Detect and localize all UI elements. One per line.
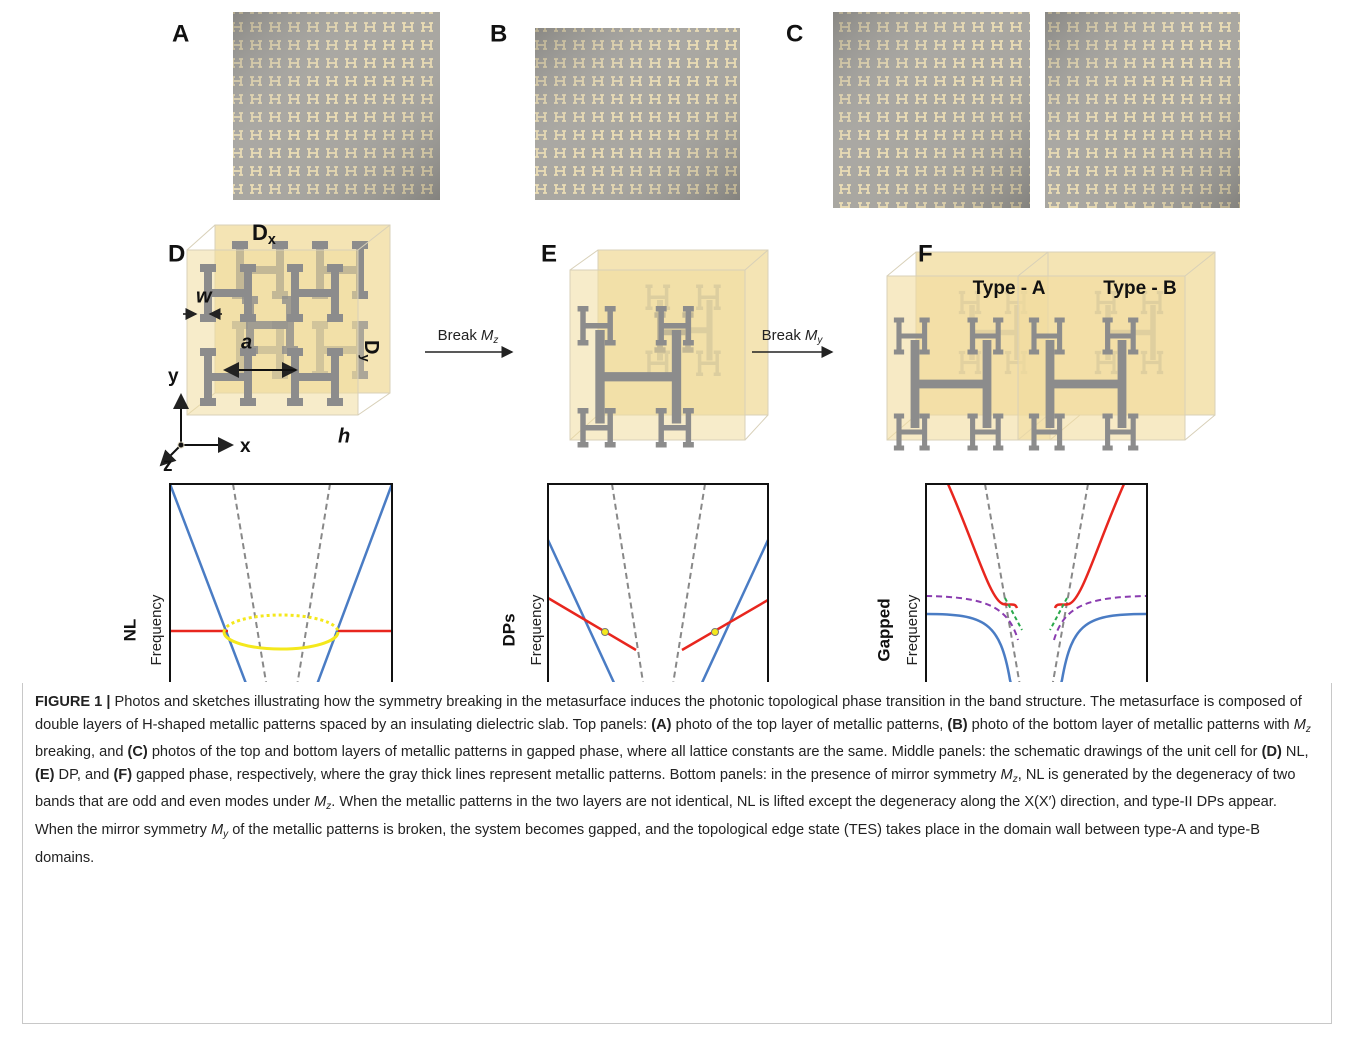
caption-text: photo of the bottom layer of metallic pa… (968, 717, 1294, 733)
plot-f (926, 484, 1147, 682)
arrow-symbol: M (805, 327, 818, 344)
caption-text: gapped phase, respectively, where the gr… (132, 767, 1000, 783)
unit-cell-d (161, 225, 390, 465)
panel-label: C (786, 20, 803, 47)
y-axis-label: Frequency (904, 594, 921, 665)
caption-text: M (211, 822, 223, 838)
caption-text: FIGURE 1 | (35, 694, 110, 710)
caption-text: z (1306, 724, 1311, 735)
panel-label: E (541, 240, 557, 267)
y-axis-label: Frequency (148, 594, 165, 665)
cube-front (1018, 276, 1185, 440)
plot-label: NL (120, 619, 139, 642)
plot-label: Gapped (874, 598, 893, 661)
caption-text: photos of the top and bottom layers of m… (148, 744, 1262, 760)
arrow-sub: z (492, 335, 498, 346)
caption-text: (C) (128, 744, 148, 760)
panel-label: A (172, 20, 189, 47)
arrow-symbol: M (481, 327, 494, 344)
a-label: a (241, 331, 252, 353)
caption-text: breaking, and (35, 744, 128, 760)
axis-label: x (240, 436, 251, 457)
arrow-text: Break (438, 327, 478, 344)
caption-text: M (1001, 767, 1013, 783)
y-axis-label: Frequency (528, 594, 545, 665)
w-label: w (196, 285, 213, 307)
panel-label: D (168, 240, 185, 267)
type-label: Type - B (1103, 278, 1177, 299)
plot-d (170, 484, 392, 682)
caption-text: M (1294, 717, 1306, 733)
photo-shade (535, 28, 740, 200)
label-sub: y (358, 354, 373, 362)
panel-label: F (918, 240, 933, 267)
caption-text: (B) (947, 717, 967, 733)
arrow-sub: y (816, 335, 823, 346)
caption: FIGURE 1 | Photos and sketches illustrat… (22, 683, 1332, 1024)
plot-e (548, 484, 768, 682)
label-main: D (360, 340, 382, 354)
h-label: h (338, 425, 350, 447)
type-label: Type - A (973, 278, 1046, 299)
arrow-text: Break (762, 327, 802, 344)
axis-label: z (163, 455, 173, 476)
caption-text: DP, and (54, 767, 113, 783)
caption-text: NL, (1282, 744, 1309, 760)
unit-cell-e (570, 250, 768, 445)
plot-label: DPs (499, 613, 518, 646)
axis-label: y (168, 366, 179, 387)
caption-text: (E) (35, 767, 54, 783)
sketch-label: Dx (252, 220, 276, 248)
caption-text: photo of the top layer of metallic patte… (672, 717, 948, 733)
label-sub: x (268, 232, 276, 248)
photos (233, 12, 1240, 208)
photo-shade (1045, 12, 1240, 208)
photo-shade (833, 12, 1030, 208)
caption-text: (F) (113, 767, 132, 783)
panel-label: B (490, 20, 507, 47)
caption-text: (D) (1262, 744, 1282, 760)
label-main: D (252, 220, 268, 245)
photo-shade (233, 12, 440, 200)
caption-text: (A) (651, 717, 671, 733)
caption-text: M (314, 794, 326, 810)
